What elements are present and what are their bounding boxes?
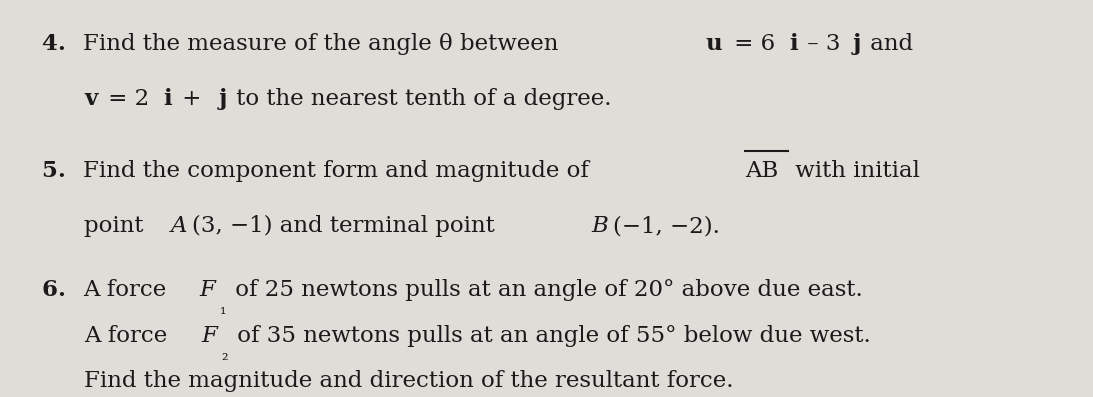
Text: 4.: 4. bbox=[42, 33, 73, 55]
Text: with initial: with initial bbox=[788, 160, 919, 182]
Text: ₁: ₁ bbox=[220, 301, 226, 318]
Text: Find the component form and magnitude of: Find the component form and magnitude of bbox=[83, 160, 596, 182]
Text: +: + bbox=[175, 88, 209, 110]
Text: of 25 newtons pulls at an angle of 20° above due east.: of 25 newtons pulls at an angle of 20° a… bbox=[228, 279, 863, 301]
Text: i: i bbox=[164, 88, 173, 110]
Text: v: v bbox=[84, 88, 97, 110]
Text: j: j bbox=[219, 88, 226, 110]
Text: of 35 newtons pulls at an angle of 55° below due west.: of 35 newtons pulls at an angle of 55° b… bbox=[230, 325, 870, 347]
Text: 6.: 6. bbox=[42, 279, 73, 301]
Text: (−1, −2).: (−1, −2). bbox=[613, 215, 720, 237]
Text: and: and bbox=[863, 33, 914, 55]
Text: A force: A force bbox=[84, 325, 175, 347]
Text: i: i bbox=[789, 33, 798, 55]
Text: ₂: ₂ bbox=[222, 347, 228, 364]
Text: F: F bbox=[200, 279, 215, 301]
Text: F: F bbox=[201, 325, 216, 347]
Text: point: point bbox=[84, 215, 151, 237]
Text: – 3: – 3 bbox=[800, 33, 841, 55]
Text: = 2: = 2 bbox=[102, 88, 150, 110]
Text: Find the magnitude and direction of the resultant force.: Find the magnitude and direction of the … bbox=[84, 370, 733, 392]
Text: 5.: 5. bbox=[42, 160, 73, 182]
Text: AB: AB bbox=[744, 160, 778, 182]
Text: (3, −1) and terminal point: (3, −1) and terminal point bbox=[191, 215, 502, 237]
Text: B: B bbox=[591, 215, 609, 237]
Text: j: j bbox=[853, 33, 861, 55]
Text: u: u bbox=[705, 33, 722, 55]
Text: to the nearest tenth of a degree.: to the nearest tenth of a degree. bbox=[230, 88, 612, 110]
Text: = 6: = 6 bbox=[727, 33, 775, 55]
Text: Find the measure of the angle θ between: Find the measure of the angle θ between bbox=[83, 33, 565, 55]
Text: A force: A force bbox=[83, 279, 174, 301]
Text: A: A bbox=[171, 215, 187, 237]
